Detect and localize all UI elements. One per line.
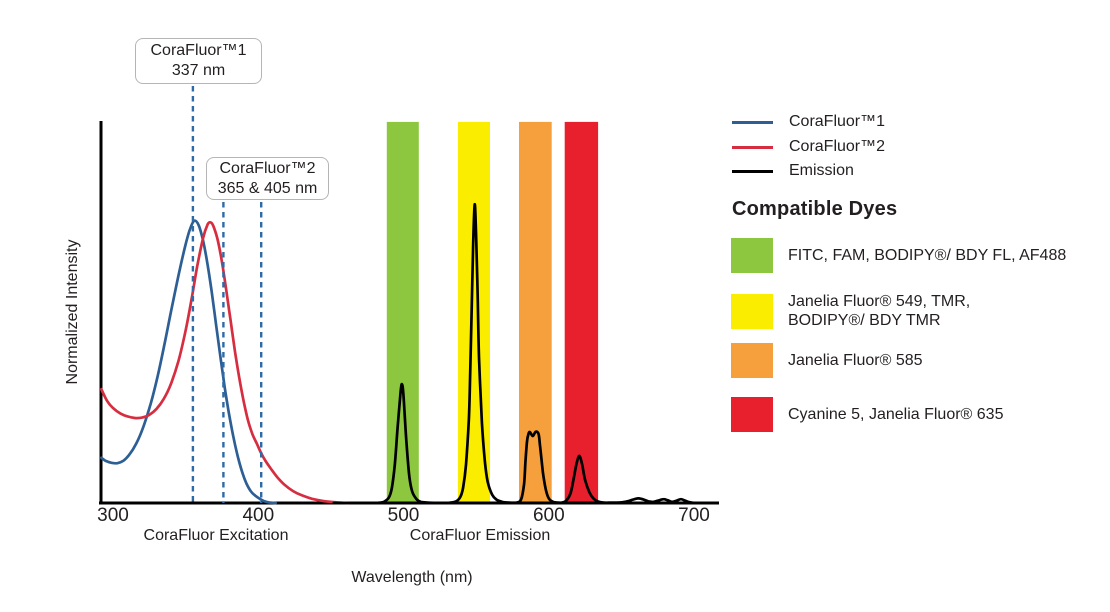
x-tick-500: 500 <box>388 505 420 526</box>
curve-corafluor-1 <box>100 219 278 505</box>
x-tick-400: 400 <box>242 505 274 526</box>
legend-item-corafluor1: CoraFluor™1 <box>732 113 886 130</box>
dye-label-yellow-line2: BODIPY®/ BDY TMR <box>788 312 941 329</box>
dye-band-2 <box>519 121 552 504</box>
dye-label-yellow: Janelia Fluor® 549, TMR, BODIPY®/ BDY TM… <box>788 292 970 330</box>
callout-corafluor1: CoraFluor™1 337 nm <box>135 38 262 84</box>
x-tick-700: 700 <box>678 505 710 526</box>
compatible-dyes-heading: Compatible Dyes <box>732 198 898 220</box>
x-axis-sublabel-excitation: CoraFluor Excitation <box>143 527 289 544</box>
red-swatch-icon <box>731 397 773 432</box>
dye-label-green: FITC, FAM, BODIPY®/ BDY FL, AF488 <box>788 247 1067 264</box>
curve-corafluor-2 <box>100 220 350 505</box>
legend-line-corafluor1-icon <box>732 120 773 124</box>
green-swatch-icon <box>731 238 773 273</box>
callout-corafluor1-title: CoraFluor™1 <box>150 42 247 59</box>
legend-item-emission: Emission <box>732 162 854 179</box>
callout-corafluor2-value: 365 & 405 nm <box>217 179 318 197</box>
curve-emission <box>332 202 703 505</box>
dye-band-1 <box>458 121 490 504</box>
callout-corafluor1-value: 337 nm <box>171 62 226 79</box>
legend-line-corafluor2-icon <box>732 145 773 149</box>
y-axis-label: Normalized Intensity <box>64 239 81 385</box>
dye-row-red: Cyanine 5, Janelia Fluor® 635 <box>731 397 1003 432</box>
x-tick-600: 600 <box>533 505 565 526</box>
dye-band-0 <box>386 121 419 504</box>
legend-line-emission-icon <box>732 169 773 173</box>
x-axis-sublabel-emission: CoraFluor Emission <box>409 527 551 544</box>
dye-label-yellow-line1: Janelia Fluor® 549, TMR, <box>788 293 971 310</box>
legend-item-corafluor2: CoraFluor™2 <box>732 138 886 155</box>
x-axis-label: Wavelength (nm) <box>351 569 473 586</box>
callout-corafluor2: CoraFluor™2 365 & 405 nm <box>206 157 329 200</box>
dye-row-green: FITC, FAM, BODIPY®/ BDY FL, AF488 <box>731 238 1066 273</box>
yellow-swatch-icon <box>731 293 773 329</box>
legend-label-corafluor2: CoraFluor™2 <box>789 138 886 155</box>
dye-label-red: Cyanine 5, Janelia Fluor® 635 <box>788 406 1004 423</box>
orange-swatch-icon <box>731 343 773 378</box>
dye-band-3 <box>564 121 599 504</box>
legend-label-corafluor1: CoraFluor™1 <box>789 113 886 130</box>
dye-label-orange: Janelia Fluor® 585 <box>788 352 923 369</box>
x-tick-300: 300 <box>97 505 129 526</box>
dye-row-orange: Janelia Fluor® 585 <box>731 343 923 378</box>
legend-label-emission: Emission <box>789 162 854 179</box>
callout-corafluor2-title: CoraFluor™2 <box>219 159 316 177</box>
dye-row-yellow: Janelia Fluor® 549, TMR, BODIPY®/ BDY TM… <box>731 292 970 330</box>
